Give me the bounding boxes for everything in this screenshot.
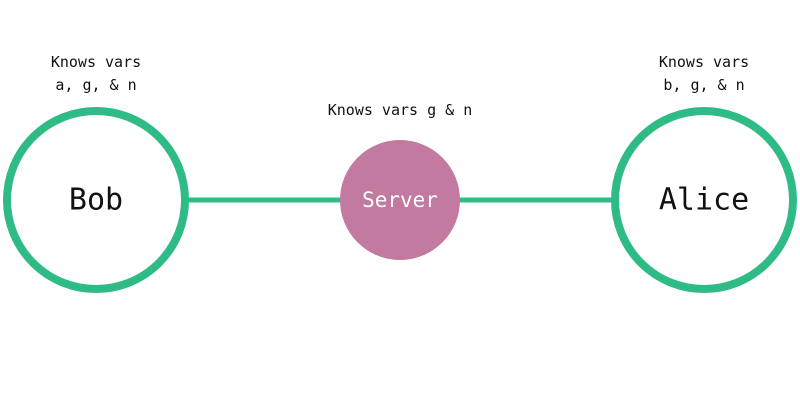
bob-knowledge-line-1: Knows vars (50, 53, 142, 71)
alice-knowledge-line-1: Knows vars (658, 53, 750, 71)
server-knowledge-line: Knows vars g & n (327, 101, 473, 119)
bob-knowledge-line-2: a, g, & n (55, 76, 137, 94)
alice-knowledge-caption: Knows vars b, g, & n (624, 51, 784, 97)
alice-knowledge-line-2: b, g, & n (663, 76, 745, 94)
bob-label: Bob (69, 183, 123, 218)
server-label: Server (362, 188, 438, 212)
alice-label: Alice (659, 183, 749, 218)
bob-knowledge-caption: Knows vars a, g, & n (16, 51, 176, 97)
server-knowledge-caption: Knows vars g & n (280, 99, 520, 122)
alice-node (611, 107, 797, 293)
server-node (340, 140, 460, 260)
bob-node (3, 107, 189, 293)
